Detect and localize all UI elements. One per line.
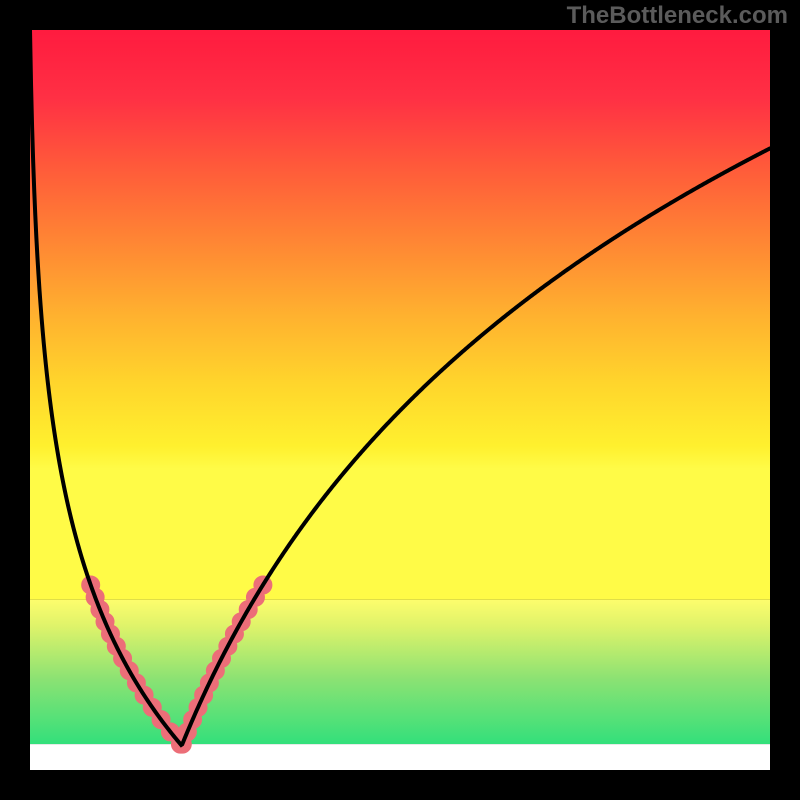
watermark-text: TheBottleneck.com	[567, 2, 788, 30]
chart-canvas: TheBottleneck.com	[0, 0, 800, 800]
plot-svg	[30, 30, 770, 770]
green-band	[30, 600, 770, 744]
gradient-background	[30, 30, 770, 600]
plot-area	[30, 30, 770, 770]
bottom-white-band	[30, 744, 770, 770]
